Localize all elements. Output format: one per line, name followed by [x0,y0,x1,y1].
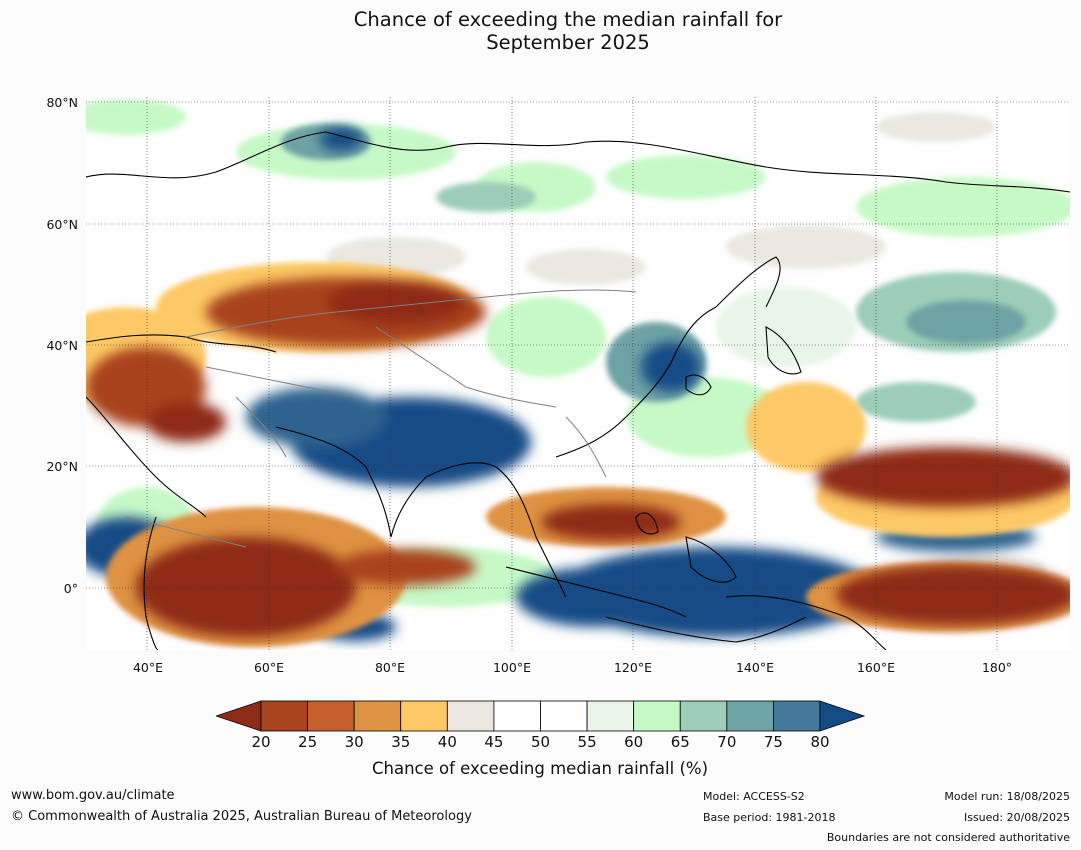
lon-label-80e: 80°E [374,660,406,675]
dry-strong-patches [86,277,1070,637]
graticule [86,97,1070,650]
coastlines [86,131,1070,650]
map-title-line2: September 2025 [486,31,650,54]
lon-label-160e: 160°E [856,660,895,675]
lon-label-60e: 60°E [253,660,285,675]
colorbar-tick-label: 25 [298,733,318,751]
model-run-text: Model run: 18/08/2025 [944,790,1070,803]
borders [125,289,637,548]
colorbar-swatch [679,700,728,732]
lat-label-20n: 20°N [46,459,78,474]
copyright-text: © Commonwealth of Australia 2025, Austra… [11,809,472,824]
colorbar [216,700,866,732]
lon-label-140e: 140°E [735,660,774,675]
colorbar-swatch [446,700,495,732]
colorbar-tick-label: 40 [437,733,457,751]
colorbar-swatch [586,700,635,732]
lat-label-0: 0° [63,581,78,596]
colorbar-swatch [633,700,681,732]
colorbar-extend-high [819,700,866,732]
colorbar-tick-label: 35 [391,733,411,751]
map-title-line1: Chance of exceeding the median rainfall … [353,8,783,31]
lon-label-120e: 120°E [613,660,652,675]
lon-label-180: 180° [981,660,1013,675]
colorbar-swatch [540,700,588,732]
colorbar-swatch [493,700,541,732]
lat-label-40n: 40°N [46,338,78,353]
colorbar-swatch [773,700,821,732]
colorbar-extend-low [216,700,262,732]
colorbar-tick-label: 30 [344,733,364,751]
colorbar-tick-label: 75 [763,733,783,751]
colorbar-swatch [726,700,774,732]
lon-label-40e: 40°E [132,660,164,675]
colorbar-swatch [353,700,402,732]
model-text: Model: ACCESS-S2 [703,790,805,803]
lat-label-60n: 60°N [46,217,78,232]
colorbar-tick-label: 60 [624,733,644,751]
lon-label-100e: 100°E [492,660,531,675]
base-period-text: Base period: 1981-2018 [703,811,836,824]
colorbar-tick-label: 65 [670,733,690,751]
colorbar-tick-label: 80 [810,733,830,751]
colorbar-tick-label: 55 [577,733,597,751]
colorbar-swatch [400,700,448,732]
rainfall-map-svg [86,97,1070,650]
colorbar-title: Chance of exceeding median rainfall (%) [371,759,709,778]
disclaimer-text: Boundaries are not considered authoritat… [826,831,1070,844]
colorbar-tick-label: 70 [717,733,737,751]
map-title: Chance of exceeding the median rainfall … [0,8,1081,54]
lat-label-80n: 80°N [46,95,78,110]
colorbar-swatch [307,700,355,732]
issued-text: Issued: 20/08/2025 [963,811,1070,824]
colorbar-tick-label: 45 [484,733,504,751]
rainfall-map [86,97,1070,650]
colorbar-tick-label: 20 [251,733,271,751]
colorbar-tick-label: 50 [530,733,551,751]
colorbar-swatch [260,700,308,732]
website-link[interactable]: www.bom.gov.au/climate [11,788,175,803]
